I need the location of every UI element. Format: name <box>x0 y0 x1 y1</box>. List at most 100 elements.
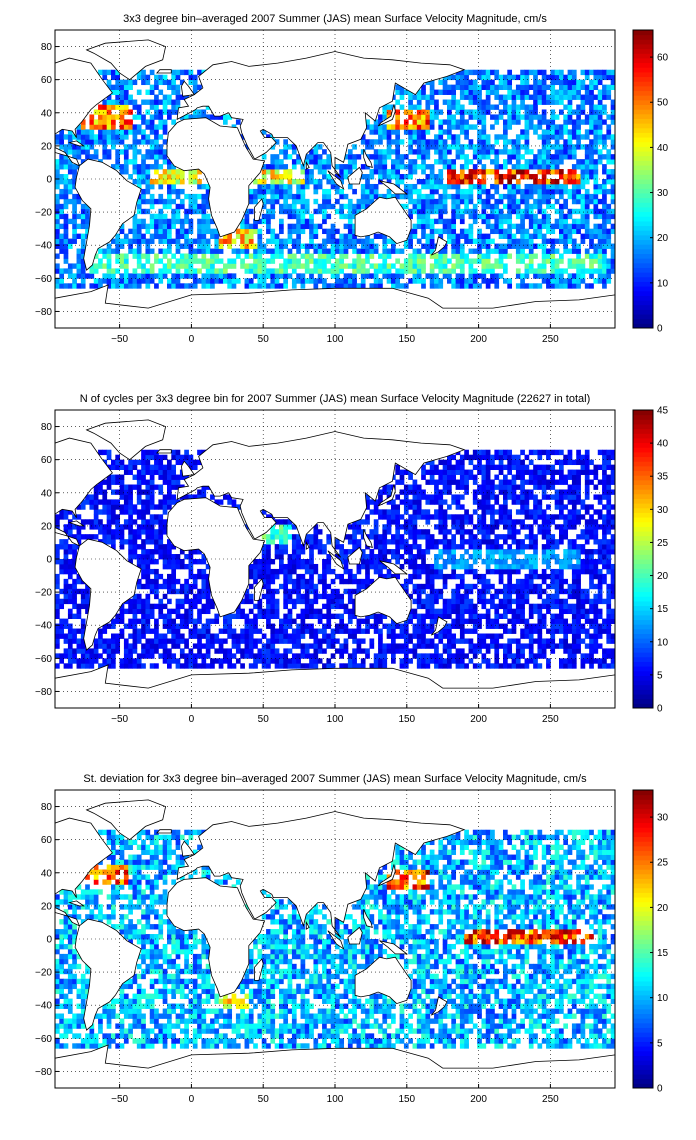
data-bin <box>442 139 448 145</box>
data-bin <box>283 613 289 619</box>
data-bin <box>158 134 164 140</box>
data-bin <box>283 593 289 600</box>
data-bin <box>123 519 129 525</box>
data-bin <box>115 243 121 249</box>
data-bin <box>300 573 306 580</box>
data-bin <box>162 554 168 560</box>
data-bin <box>369 643 375 649</box>
data-bin <box>210 633 215 639</box>
data-bin <box>304 539 310 545</box>
data-bin <box>481 139 487 145</box>
data-bin <box>72 193 77 200</box>
data-bin <box>498 109 504 115</box>
data-bin <box>481 154 487 160</box>
data-bin <box>80 119 86 125</box>
data-bin <box>171 218 177 225</box>
data-bin <box>72 283 77 289</box>
data-bin <box>580 119 586 125</box>
data-bin <box>563 84 569 90</box>
data-bin <box>593 183 599 190</box>
data-bin <box>158 573 164 580</box>
data-bin <box>455 213 461 220</box>
data-bin <box>580 238 586 244</box>
data-bin <box>274 273 280 279</box>
data-bin <box>175 638 181 644</box>
data-bin <box>231 278 237 284</box>
data-bin <box>416 623 422 629</box>
data-bin <box>210 228 215 235</box>
data-bin <box>330 268 336 274</box>
data-bin <box>283 183 289 190</box>
data-bin <box>279 653 284 659</box>
data-bin <box>257 243 263 249</box>
data-bin <box>141 608 146 615</box>
data-bin <box>93 499 99 505</box>
data-bin <box>261 154 267 160</box>
data-bin <box>356 519 362 525</box>
data-bin <box>408 99 413 105</box>
data-bin <box>559 84 564 90</box>
data-bin <box>416 658 422 664</box>
data-bin <box>563 243 569 249</box>
data-bin <box>503 124 508 130</box>
data-bin <box>412 563 418 570</box>
data-bin <box>546 134 551 140</box>
data-bin <box>283 263 289 269</box>
data-bin <box>102 134 108 140</box>
data-bin <box>184 114 189 120</box>
data-bin <box>304 559 310 565</box>
data-bin <box>188 169 194 175</box>
data-bin <box>167 539 172 545</box>
data-bin <box>102 124 108 130</box>
data-bin <box>119 273 125 279</box>
data-bin <box>571 208 577 215</box>
data-bin <box>343 608 349 615</box>
data-bin <box>296 613 301 619</box>
data-bin <box>546 149 551 155</box>
data-bin <box>119 228 125 235</box>
data-bin <box>136 203 142 210</box>
data-bin <box>339 549 345 555</box>
data-bin <box>451 208 457 215</box>
land-polygon <box>176 51 466 178</box>
data-bin <box>584 208 590 215</box>
data-bin <box>326 608 332 615</box>
data-bin <box>55 663 60 669</box>
data-bin <box>119 484 125 490</box>
data-bin <box>408 208 413 215</box>
data-bin <box>503 228 508 235</box>
colorbar-step <box>633 127 653 133</box>
data-bin <box>335 243 340 249</box>
data-bin <box>347 228 353 235</box>
data-bin <box>201 559 207 565</box>
data-bin <box>356 628 362 634</box>
data-bin <box>93 519 99 525</box>
data-bin <box>266 563 271 570</box>
data-bin <box>231 663 237 669</box>
data-bin <box>395 519 401 525</box>
data-bin <box>55 283 60 289</box>
data-bin <box>141 653 146 659</box>
data-bin <box>541 94 547 100</box>
data-bin <box>416 109 422 115</box>
data-bin <box>339 643 345 649</box>
data-bin <box>322 588 327 595</box>
data-bin <box>283 628 289 634</box>
data-bin <box>511 193 517 200</box>
data-bin <box>533 188 538 195</box>
data-bin <box>477 283 482 289</box>
data-bin <box>80 628 86 634</box>
data-bin <box>429 223 435 230</box>
data-bin <box>171 633 177 639</box>
data-bin <box>266 164 271 170</box>
data-bin <box>253 573 258 580</box>
data-bin <box>158 208 164 215</box>
data-bin <box>141 188 146 195</box>
data-bin <box>412 203 418 210</box>
data-bin <box>546 154 551 160</box>
data-bin <box>296 554 301 560</box>
data-bin <box>106 263 112 269</box>
data-bin <box>123 273 129 279</box>
data-bin <box>455 278 461 284</box>
data-bin <box>602 233 607 239</box>
